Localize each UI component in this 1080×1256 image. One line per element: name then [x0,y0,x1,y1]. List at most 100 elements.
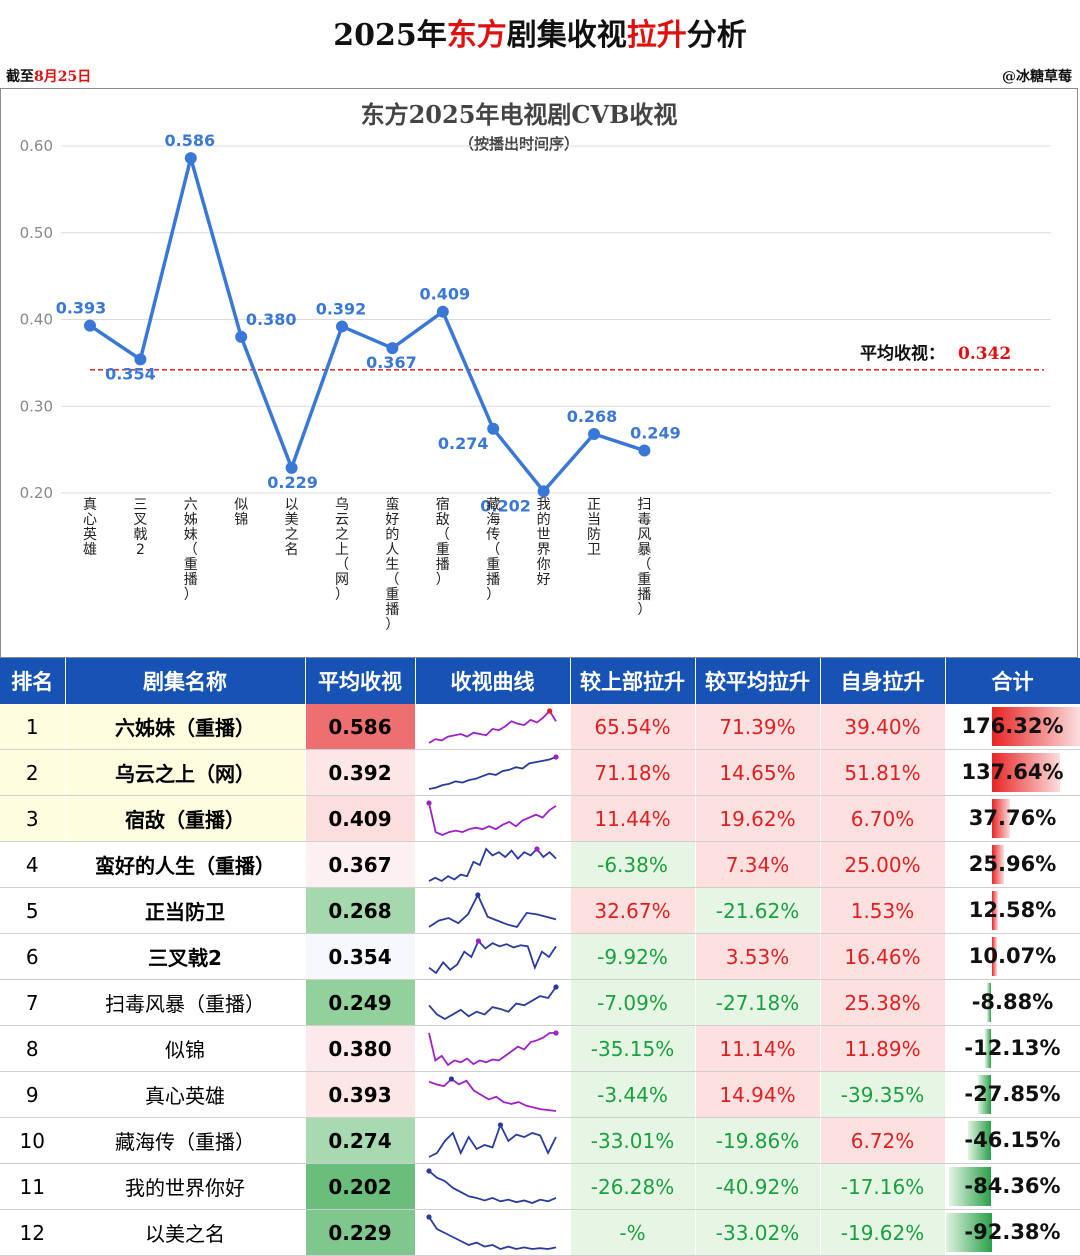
total-data-bar [991,891,998,930]
average-value: 0.342 [958,344,1011,364]
rank-cell: 11 [0,1163,66,1210]
vs-previous-cell: 11.44% [570,795,696,842]
x-tick-label: 似锦 [234,497,248,528]
self-growth-cell: 11.89% [820,1025,946,1072]
total-data-bar [949,1167,992,1206]
rating-cell: 0.249 [305,979,416,1026]
data-label: 0.393 [56,299,107,318]
x-tick-label: 正当防卫 [587,497,601,558]
sparkline-peak [426,799,432,806]
rank-cell: 9 [0,1071,66,1118]
rank-cell: 8 [0,1025,66,1072]
vs-average-cell: 19.62% [695,795,821,842]
total-data-bar [977,1075,992,1114]
author-handle: @冰糖草莓 [1002,69,1072,85]
ranking-table: 排名 剧集名称 平均收视 收视曲线 较上部拉升 较平均拉升 自身拉升 合计 1 六姊妹（重播） 0… [0,658,1080,1256]
sparkline-path [428,846,557,882]
title-part-4: 拉升 [626,18,687,53]
sparkline [428,1075,557,1112]
data-point [184,152,197,165]
self-growth-cell: 1.53% [820,887,946,934]
rank-cell: 3 [0,795,66,842]
vs-average-cell: 14.65% [695,749,821,796]
total-value: -12.13% [964,1036,1061,1060]
x-tick-label: 我的世界你好 [537,497,551,588]
series-line [89,156,645,494]
vs-previous-cell: -9.92% [570,933,696,980]
rank-cell: 5 [0,887,66,934]
sparkline [428,891,557,928]
sparkline-peak [426,1213,432,1220]
line-chart-panel: 东方2025年电视剧CVB收视 （按播出时间序） 0.20 0.30 0.40 0.50 0… [0,88,1078,658]
self-growth-cell: 25.00% [820,841,946,888]
x-tick-label: 藏海传（重播） [486,497,500,603]
total-cell: 25.96% [945,841,1080,888]
rating-cell: 0.274 [305,1117,416,1164]
sparkline [426,1213,557,1250]
total-cell: -8.88% [945,979,1080,1026]
sparkline-cell [415,795,571,842]
asof-date-value: 8月25日 [34,69,92,85]
vs-previous-cell: 32.67% [570,887,696,934]
column-header: 收视曲线 [415,658,571,704]
x-tick-label: 三叉戟 2 [133,497,147,558]
x-tick-label: 以美之名 [285,497,299,558]
y-tick-label: 0.20 [20,484,53,502]
vs-previous-cell: -26.28% [570,1163,696,1210]
self-growth-cell: -39.35% [820,1071,946,1118]
column-header: 剧集名称 [65,658,306,704]
column-header: 平均收视 [305,658,416,704]
total-data-bar [945,1213,992,1252]
total-value: -8.88% [971,990,1054,1014]
y-tick-label: 0.40 [20,311,53,329]
self-growth-cell: 51.81% [820,749,946,796]
title-part-5: 分析 [686,18,747,53]
data-label: 0.249 [630,423,681,442]
data-point [235,330,248,343]
data-label: 0.380 [246,310,297,329]
sparkline-peak [448,1075,455,1082]
title-part-1: 2025年 [333,18,447,53]
sparkline-peak [475,891,481,898]
x-tick-label: 真心英雄 [83,497,97,558]
self-growth-cell: 16.46% [820,933,946,980]
vs-average-cell: -40.92% [695,1163,821,1210]
table-row: 6 三叉戟2 0.354 -9.92% 3.53% 16.46% 10.07% [0,933,1080,980]
data-label: 0.354 [105,364,156,383]
rating-cell: 0.380 [305,1025,416,1072]
vs-previous-cell: -% [570,1209,696,1256]
sparkline-peak [553,983,559,990]
data-label: 0.268 [567,407,618,426]
data-label: 0.392 [316,299,367,318]
vs-average-cell: -33.02% [695,1209,821,1256]
total-value: -27.85% [964,1082,1061,1106]
sparkline-cell [415,1117,571,1164]
sparkline-path [428,985,557,1020]
total-cell: 37.76% [945,795,1080,842]
self-growth-cell: 6.70% [820,795,946,842]
x-tick-label: 六姊妹（重播） [184,497,198,603]
vs-average-cell: 11.14% [695,1025,821,1072]
vs-average-cell: -19.86% [695,1117,821,1164]
rating-cell: 0.202 [305,1163,416,1210]
sparkline-path [428,1077,557,1112]
total-data-bar [968,1121,992,1160]
total-data-bar [991,707,1079,746]
table-header-row: 排名 剧集名称 平均收视 收视曲线 较上部拉升 较平均拉升 自身拉升 合计 [0,658,1080,704]
sparkline-path [428,802,557,836]
series-name-cell: 以美之名 [65,1209,306,1256]
sparkline-cell [415,887,571,934]
vs-average-cell: 3.53% [695,933,821,980]
sparkline-peak [534,845,540,852]
sparkline-peak [426,1167,432,1174]
sparkline [428,845,557,882]
line-chart: 东方2025年电视剧CVB收视 （按播出时间序） 0.20 0.30 0.40 0.50 0… [20,100,1051,633]
data-point [285,461,298,474]
rating-cell: 0.409 [305,795,416,842]
vs-previous-cell: 71.18% [570,749,696,796]
total-value: 37.76% [968,806,1057,830]
data-point [436,305,449,318]
rank-cell: 12 [0,1209,66,1256]
asof-prefix: 截至 [6,69,34,85]
table-row: 7 扫毒风暴（重播） 0.249 -7.09% -27.18% 25.38% -8.88% [0,979,1080,1026]
